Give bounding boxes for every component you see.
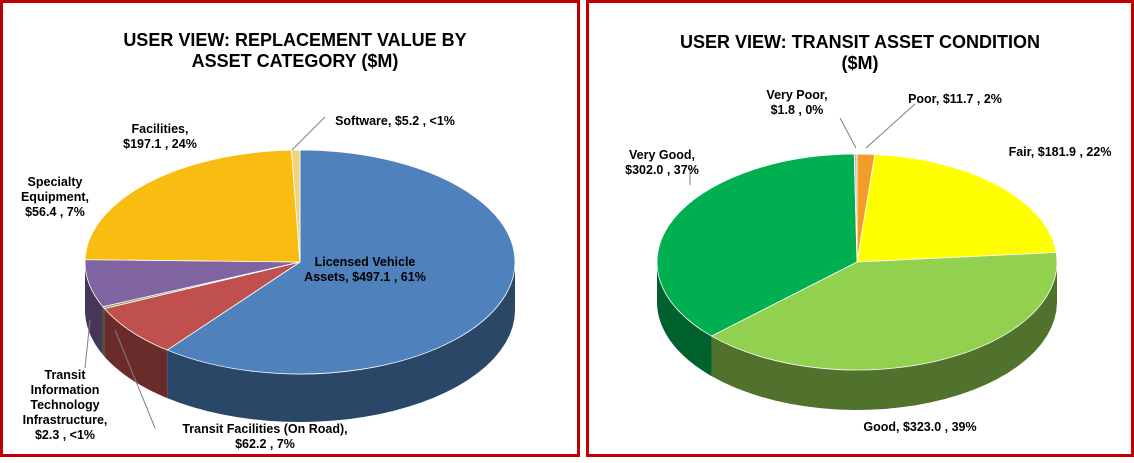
category-name: Very Good,	[629, 148, 695, 162]
category-name: Very Poor,	[766, 88, 828, 102]
slice	[710, 252, 1058, 371]
slice	[103, 261, 301, 351]
data-label: Fair, $181.9 , 22%	[1000, 145, 1120, 160]
leader-line	[865, 103, 916, 149]
slice	[291, 149, 301, 263]
leader-line	[114, 329, 156, 429]
slice-side	[657, 262, 712, 377]
right-panel	[586, 0, 1134, 457]
value-label: $302.0 , 37%	[625, 163, 699, 177]
left-panel	[0, 0, 580, 457]
category-name: Specialty Equipment,	[20, 175, 90, 204]
value-label: $56.4 , 7%	[25, 205, 85, 219]
category-name: Transit Facilities (On Road),	[182, 422, 348, 436]
leader-line	[84, 319, 91, 369]
data-label: Software, $5.2 , <1%	[295, 114, 495, 129]
value-label: $197.1 , 24%	[123, 137, 197, 151]
value-label: $62.2 , 7%	[235, 437, 295, 451]
data-label: Transit Facilities (On Road), $62.2 , 7%	[165, 422, 365, 452]
slice	[84, 149, 301, 263]
leader-line	[291, 116, 326, 151]
data-label: Good, $323.0 , 39%	[850, 420, 990, 435]
data-label: Poor, $11.7 , 2%	[905, 92, 1005, 107]
value-label: $323.0 , 39%	[902, 420, 977, 434]
category-name: Software,	[335, 114, 392, 128]
data-label: Transit Information Technology Infrastru…	[10, 368, 120, 443]
data-label: Licensed Vehicle Assets, $497.1 , 61%	[295, 255, 435, 285]
value-label: $181.9 , 22%	[1037, 145, 1112, 159]
data-label: Facilities, $197.1 , 24%	[100, 122, 220, 152]
value-label: $11.7 , 2%	[942, 92, 1002, 106]
category-name: Facilities,	[131, 122, 189, 136]
value-label: $2.3 , <1%	[34, 428, 96, 442]
category-name: Poor,	[908, 92, 940, 106]
leader-line	[839, 117, 857, 149]
slice-side	[711, 262, 1057, 410]
slice	[656, 153, 858, 337]
slice	[856, 154, 1057, 263]
data-label: Very Good, $302.0 , 37%	[592, 148, 732, 178]
value-label: $497.1 , 61%	[352, 270, 426, 284]
chart-title: USER VIEW: REPLACEMENT VALUE BY ASSET CA…	[123, 30, 467, 71]
slice-side	[102, 306, 105, 357]
data-label: Very Poor, $1.8 , 0%	[747, 88, 847, 118]
slice	[166, 149, 516, 375]
slice-side	[104, 308, 168, 399]
slice	[853, 153, 858, 263]
data-label: Specialty Equipment, $56.4 , 7%	[5, 175, 105, 220]
category-name: Fair,	[1008, 145, 1035, 159]
category-name: Good,	[863, 420, 900, 434]
value-label: $1.8 , 0%	[770, 103, 824, 117]
category-name: Licensed Vehicle Assets,	[304, 255, 416, 284]
chart-title: USER VIEW: TRANSIT ASSET CONDITION ($M)	[679, 32, 1041, 73]
category-name: Transit Information Technology Infrastru…	[22, 368, 108, 427]
value-label: $5.2 , <1%	[394, 114, 455, 128]
slice-side	[167, 262, 515, 422]
